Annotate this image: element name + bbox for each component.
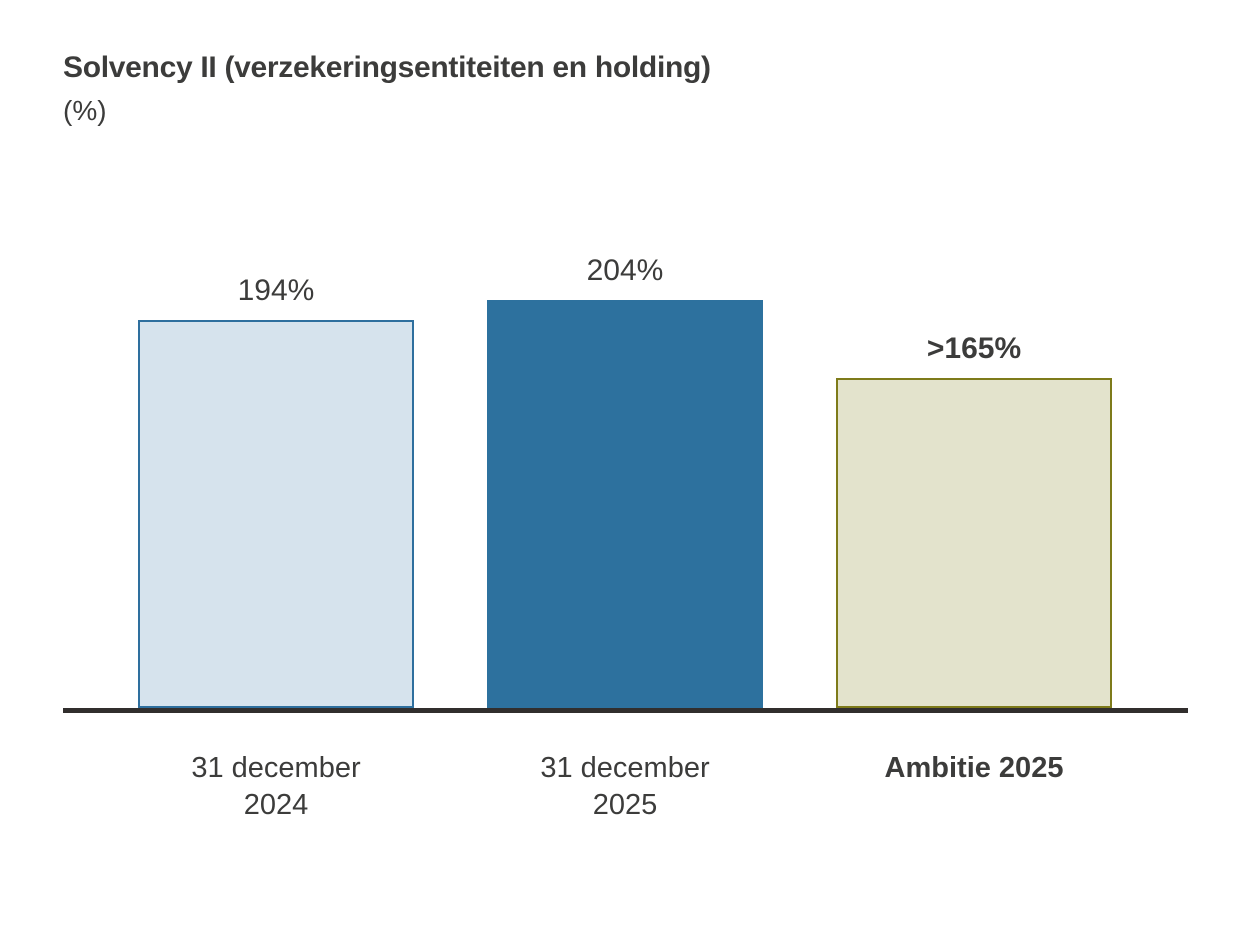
chart-title: Solvency II (verzekeringsentiteiten en h…	[63, 51, 711, 84]
chart-header: Solvency II (verzekeringsentiteiten en h…	[63, 50, 711, 128]
bar	[138, 320, 414, 708]
bar	[836, 378, 1112, 708]
category-label: 31 december 2025	[540, 752, 710, 821]
solvency-bar-chart: 194% 31 december 2024 204% 31 december 2025…	[63, 0, 1188, 938]
bar	[487, 300, 763, 708]
bar-value-label: 204%	[586, 254, 664, 287]
bar-value-label: 194%	[237, 274, 315, 307]
bar-value-label: >165%	[926, 332, 1022, 365]
category-label: Ambitie 2025	[884, 752, 1064, 784]
chart-unit-label: (%)	[63, 95, 107, 126]
category-label: 31 december 2024	[191, 752, 361, 821]
x-axis-line	[63, 708, 1188, 713]
